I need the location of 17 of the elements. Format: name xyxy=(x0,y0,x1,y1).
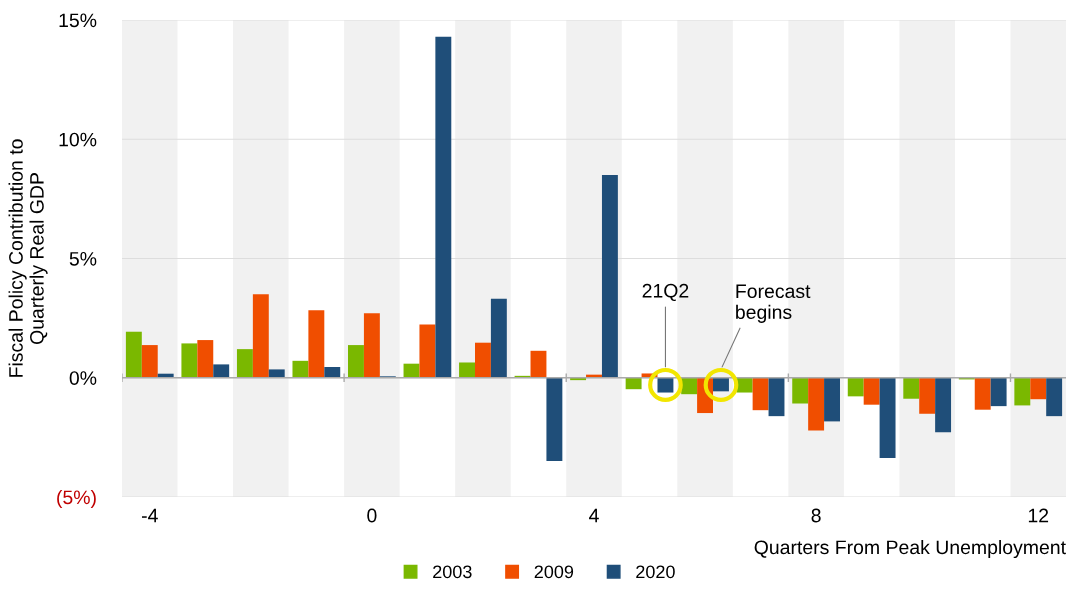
x-axis-title: Quarters From Peak Unemployment xyxy=(754,539,1066,559)
legend-label: 2020 xyxy=(636,565,675,579)
y-tick-label: 15% xyxy=(59,13,97,28)
y-tick-label: 10% xyxy=(59,132,97,147)
y-tick-label: 5% xyxy=(69,252,97,266)
y-tick-label: 0% xyxy=(69,371,97,385)
y-axis-title: Fiscal Policy Contribution to Quarterly Real GDP xyxy=(8,139,48,377)
x-tick-label: 8 xyxy=(811,508,821,523)
legend-label: 2009 xyxy=(534,565,574,579)
annotation: Forecast begins xyxy=(736,284,811,323)
x-tick-label: 4 xyxy=(589,508,599,523)
legend-label: 2003 xyxy=(433,565,472,579)
annotation: 21Q2 xyxy=(642,283,689,302)
y-tick-label: (5%) xyxy=(57,489,96,509)
x-tick-label: 0 xyxy=(367,508,377,523)
x-tick-label: 12 xyxy=(1028,508,1049,523)
x-tick-label: -4 xyxy=(141,508,158,523)
